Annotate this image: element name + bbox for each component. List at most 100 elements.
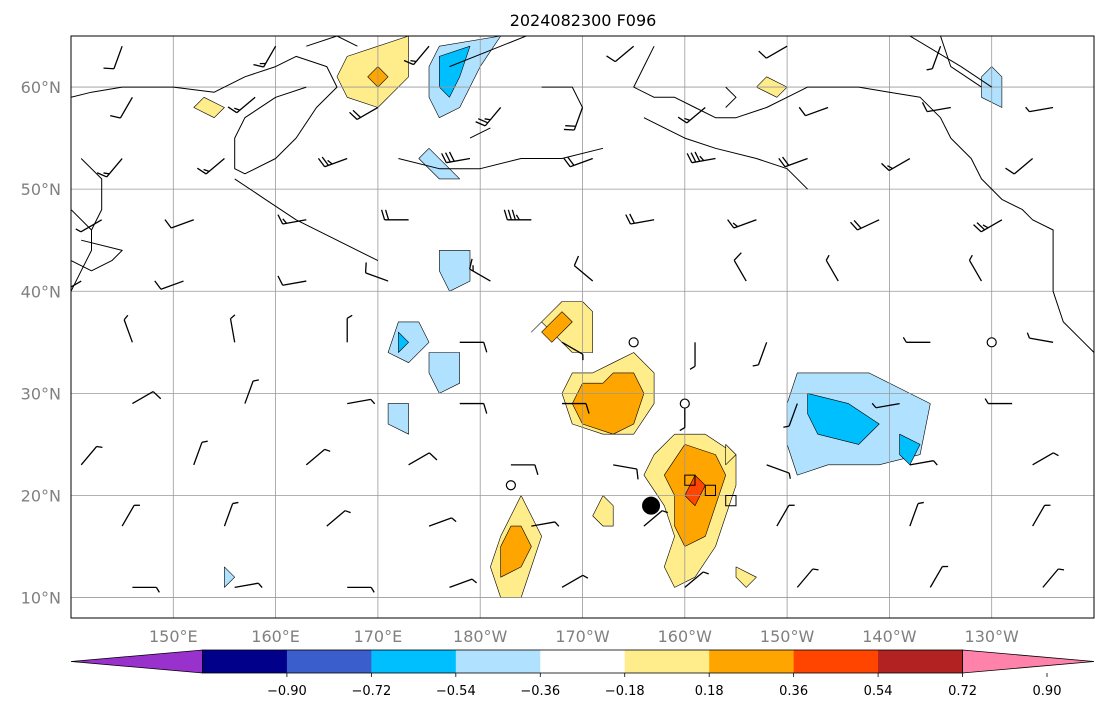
wind-barb-39 (733, 252, 747, 282)
lon-label-3: 180°W (453, 627, 508, 646)
wind-barbs (71, 45, 1065, 593)
wind-barb-10 (563, 107, 584, 131)
wind-barb-36 (364, 262, 389, 282)
coastline-5 (71, 239, 123, 272)
barb-flag (902, 336, 907, 343)
barb-flag (752, 364, 759, 367)
barb-flag (324, 448, 331, 452)
island-2 (725, 495, 737, 507)
barb-flag (690, 152, 697, 163)
wind-barb-64 (510, 464, 539, 476)
graticule (71, 36, 1094, 618)
barb-flag (196, 167, 207, 175)
wind-barb-45 (459, 341, 488, 353)
anomaly-region-14 (725, 444, 737, 466)
colorbar-segment-3 (371, 650, 457, 673)
wind-barb-25 (164, 219, 194, 229)
barb-flag (471, 578, 478, 584)
wind-barb-14 (1025, 106, 1054, 113)
wind-barb-5 (926, 45, 942, 71)
coastline-4 (234, 178, 379, 262)
colorbar-label-4: −0.18 (605, 684, 645, 699)
lat-label-2: 40°N (21, 282, 61, 301)
markers (505, 337, 997, 515)
wind-barb-16 (196, 158, 225, 175)
barb-flag (1058, 568, 1065, 571)
wind-barb-70 (223, 501, 239, 527)
barb-flag (477, 118, 489, 124)
storm-center-marker (642, 496, 661, 515)
anomaly-region-22 (428, 352, 461, 394)
barb-staff (305, 448, 326, 466)
barb-staff (80, 446, 98, 466)
wind-barb-32 (973, 219, 1003, 233)
lon-label-4: 170°W (555, 627, 610, 646)
wind-barb-20 (686, 151, 716, 164)
wind-barb-2 (403, 45, 430, 66)
wind-barb-41 (968, 254, 983, 282)
barb-flag (968, 254, 973, 261)
barb-staff (927, 106, 951, 113)
wind-barb-3 (606, 45, 635, 63)
longitude-labels: 150°E 160°E 170°E 180°W 170°W 160°W 150°W 140°W… (149, 627, 1019, 646)
barb-flag (253, 63, 264, 68)
colorbar-segment-1 (202, 650, 288, 673)
barb-flag (96, 172, 107, 178)
barb-flag (881, 162, 890, 171)
barb-flag (699, 155, 705, 162)
lon-label-1: 160°E (251, 627, 300, 646)
barb-flag (277, 214, 284, 225)
barb-staff (825, 259, 839, 282)
wind-barb-80 (347, 586, 375, 593)
barb-staff (614, 45, 635, 63)
barb-flag (384, 209, 390, 220)
barb-staff (573, 265, 594, 282)
barb-staff (160, 280, 184, 290)
wind-barb-30 (727, 219, 757, 229)
barb-staff (796, 568, 814, 588)
barb-staff (324, 157, 348, 168)
colorbar-extend-low (70, 649, 203, 674)
barb-staff (1042, 568, 1059, 588)
barb-staff (244, 380, 254, 404)
barb-staff (561, 574, 584, 588)
barb-staff (776, 504, 790, 527)
barb-flag (825, 254, 830, 261)
barb-flag (662, 510, 668, 514)
barb-flag (475, 121, 486, 127)
barb-staff (909, 503, 919, 527)
wind-barb-28 (503, 209, 532, 221)
colorbar-extend-high (962, 649, 1095, 674)
barb-flag (798, 106, 806, 117)
barb-staff (365, 272, 389, 282)
coastline-10 (398, 147, 604, 170)
barb-flag (123, 314, 129, 321)
colorbar-segment-6 (624, 650, 710, 673)
barb-flag (984, 398, 989, 404)
barb-flag (732, 222, 739, 228)
wind-barb-48 (752, 342, 768, 367)
calm-circle-1 (679, 398, 690, 409)
anomaly-region-3 (571, 372, 645, 435)
barb-staff (968, 259, 983, 282)
barb-flag (75, 228, 82, 233)
wind-barb-24 (75, 219, 103, 233)
barb-flag (573, 255, 580, 266)
wind-barb-23 (1005, 158, 1034, 175)
barb-staff (857, 219, 880, 231)
barb-flag (554, 521, 560, 527)
barb-staff (449, 578, 473, 588)
barb-staff (446, 157, 471, 164)
wind-barb-7 (227, 96, 256, 114)
anomaly-region-19 (438, 250, 471, 292)
wind-barb-75 (776, 504, 795, 527)
barb-flag (782, 156, 790, 166)
barb-flag (346, 314, 353, 319)
barb-flag (1025, 106, 1030, 113)
barb-flag (853, 220, 862, 229)
wind-barb-40 (825, 254, 839, 282)
barb-staff (347, 398, 371, 405)
barb-flag (679, 427, 686, 432)
barb-flag (370, 587, 375, 593)
wind-barb-31 (849, 219, 880, 231)
